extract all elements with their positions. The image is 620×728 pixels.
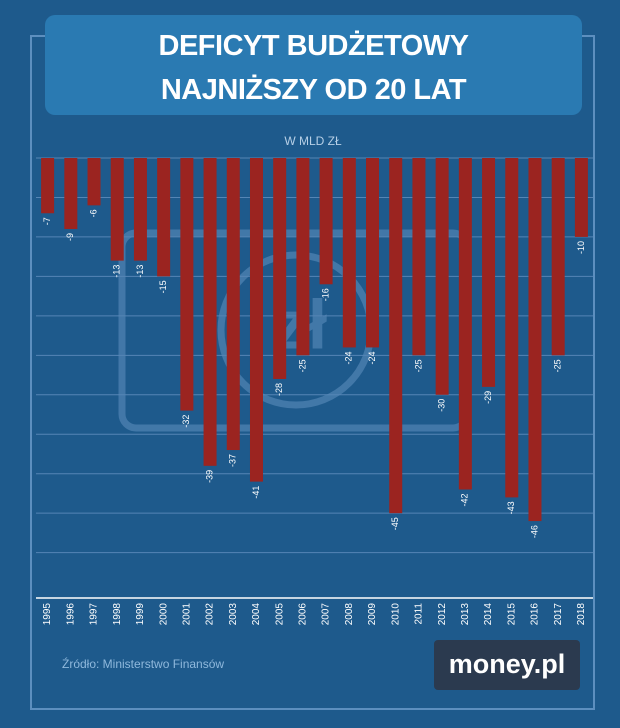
bar (458, 158, 472, 490)
value-label: -37 (228, 454, 238, 467)
value-label: -29 (483, 391, 493, 404)
value-label: -13 (112, 265, 122, 278)
bar (412, 158, 426, 356)
x-tick-label: 1997 (89, 603, 100, 626)
x-tick-label: 1998 (112, 603, 123, 626)
chart-title: DEFICYT BUDŻETOWY NAJNIŻSZY OD 20 LAT (45, 15, 582, 115)
bar (435, 158, 449, 395)
bar (110, 158, 124, 261)
x-tick-label: 2000 (158, 603, 169, 626)
value-label: -39 (204, 470, 214, 483)
value-label: -25 (553, 359, 563, 372)
subtitle: W MLD ZŁ (284, 134, 342, 148)
bar (342, 158, 356, 348)
bar (41, 158, 55, 214)
bar (64, 158, 78, 230)
bar (157, 158, 171, 277)
x-tick-label: 2004 (251, 603, 262, 626)
source: Źródło: Ministerstwo Finansów (62, 656, 224, 671)
bar (87, 158, 101, 206)
bar (203, 158, 217, 466)
value-label: -16 (320, 288, 330, 301)
x-tick-label: 2005 (274, 603, 285, 626)
x-tick-label: 2012 (437, 603, 448, 626)
bar (273, 158, 287, 379)
value-label: -7 (42, 217, 52, 225)
bar (574, 158, 588, 237)
value-label: -32 (181, 415, 191, 428)
value-label: -30 (437, 399, 447, 412)
value-label: -9 (65, 233, 75, 241)
bar (226, 158, 240, 451)
bar (528, 158, 542, 522)
logo: money.pl (449, 649, 566, 679)
x-tick-label: 2013 (460, 603, 471, 626)
value-label: -41 (251, 486, 261, 499)
x-tick-label: 2008 (344, 603, 355, 626)
x-tick-label: 2017 (553, 603, 564, 626)
value-label: -24 (344, 351, 354, 364)
value-label: -25 (297, 359, 307, 372)
x-tick-label: 1995 (42, 603, 53, 626)
bar (389, 158, 403, 514)
x-tick-label: 2014 (483, 603, 494, 626)
x-tick-label: 2001 (181, 603, 192, 626)
bar (180, 158, 194, 411)
x-tick-label: 1996 (65, 603, 76, 626)
bar (296, 158, 310, 356)
x-tick-label: 2015 (506, 603, 517, 626)
bar (482, 158, 496, 387)
x-tick-label: 2003 (228, 603, 239, 626)
value-label: -10 (576, 241, 586, 254)
value-label: -24 (367, 351, 377, 364)
value-label: -6 (88, 209, 98, 217)
x-tick-label: 2006 (298, 603, 309, 626)
bar (249, 158, 263, 482)
x-tick-label: 2016 (530, 603, 541, 626)
bar (551, 158, 565, 356)
bar (133, 158, 147, 261)
x-tick-label: 2007 (321, 603, 332, 626)
value-label: -46 (529, 525, 539, 538)
x-tick-label: 2002 (205, 603, 216, 626)
x-tick-label: 2011 (414, 603, 425, 625)
bar (319, 158, 333, 285)
value-label: -15 (158, 280, 168, 293)
x-tick-label: 1999 (135, 603, 146, 626)
x-tick-label: 2018 (576, 603, 587, 626)
bar (366, 158, 380, 348)
value-label: -13 (135, 265, 145, 278)
value-label: -45 (390, 517, 400, 530)
logo-box (434, 640, 580, 690)
bar (505, 158, 519, 498)
x-tick-label: 2010 (390, 603, 401, 626)
x-tick-label: 2009 (367, 603, 378, 626)
value-label: -42 (460, 494, 470, 507)
value-label: -43 (506, 501, 516, 514)
value-label: -25 (413, 359, 423, 372)
value-label: -28 (274, 383, 284, 396)
